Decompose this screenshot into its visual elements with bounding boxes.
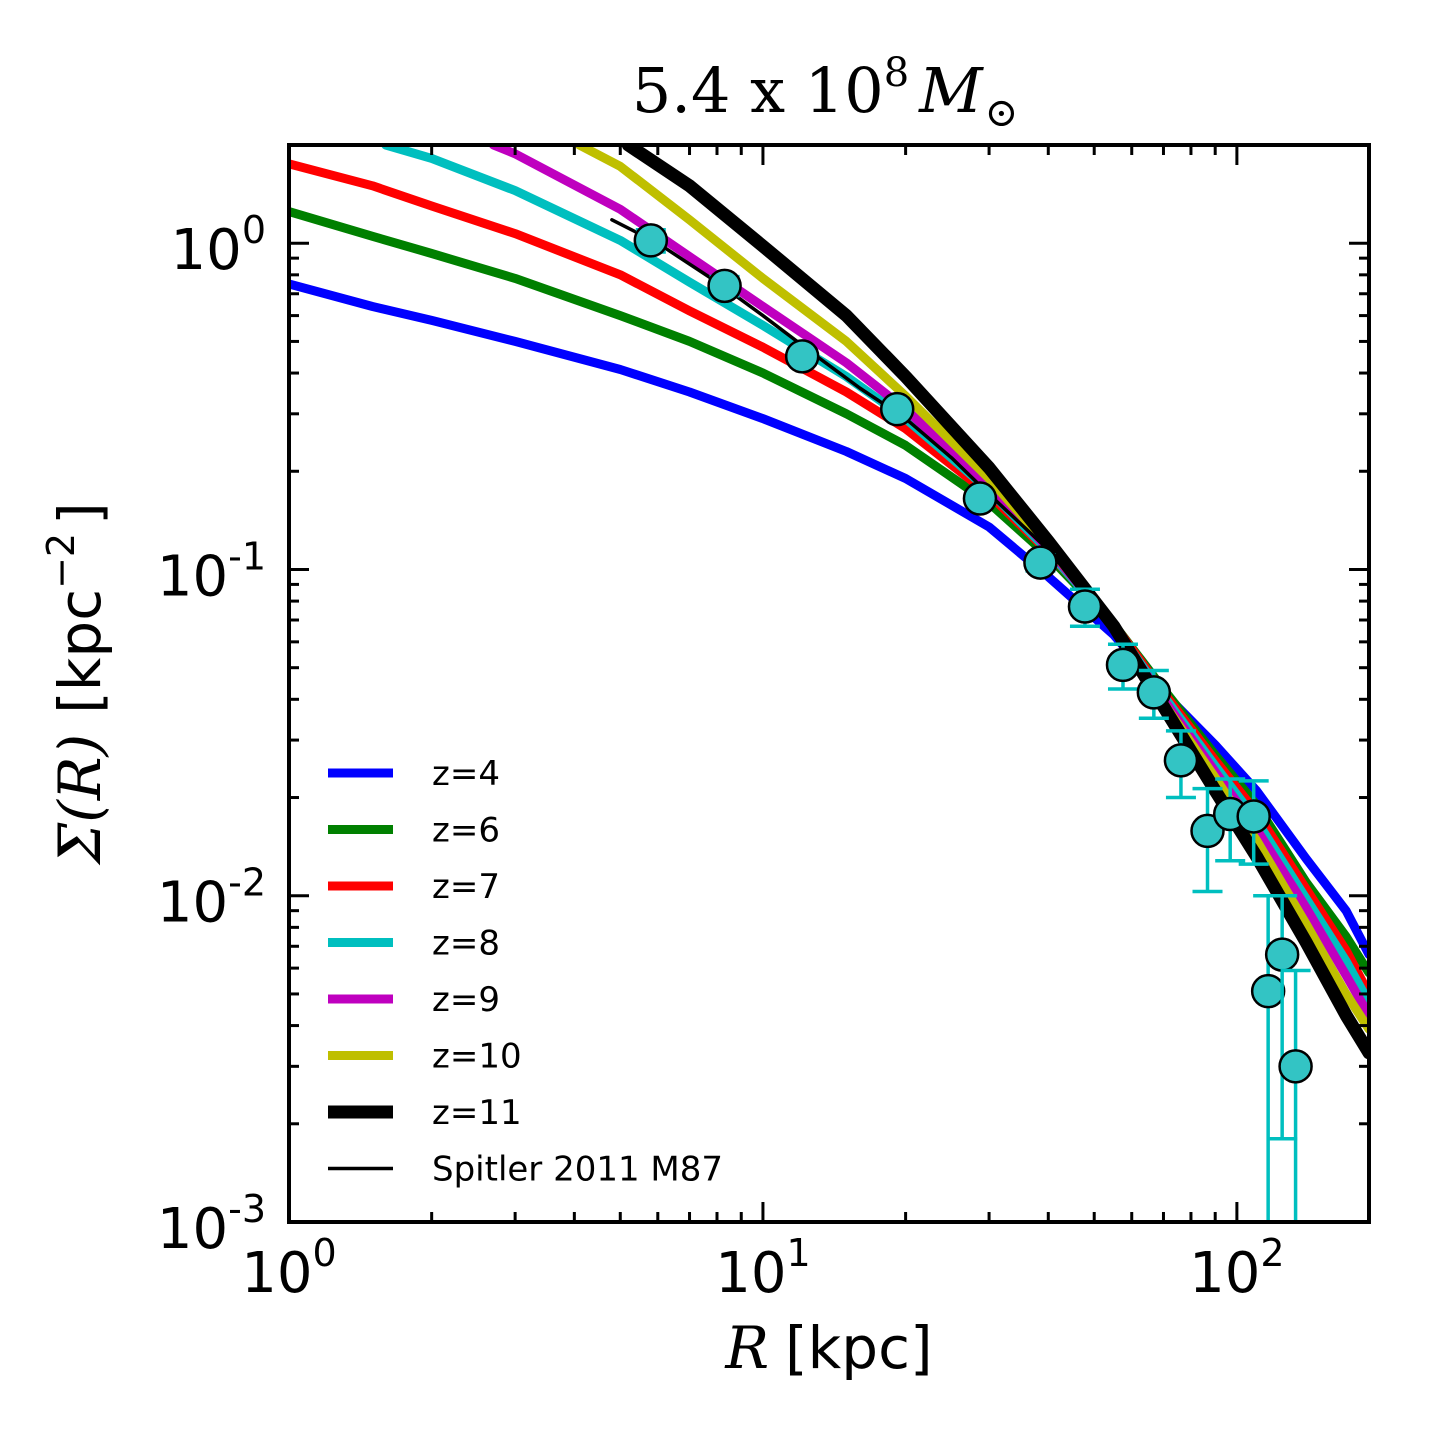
- y-tick-label: 100: [171, 208, 266, 283]
- legend-item: Spitler 2011 M87: [328, 1150, 723, 1190]
- y-tick-label: 10-3: [157, 1187, 266, 1262]
- legend-item: z=7: [328, 867, 500, 907]
- observed-point: [1105, 642, 1141, 691]
- observed-point: [1136, 668, 1172, 720]
- x-axis-label: R [kpc]: [724, 1314, 932, 1382]
- observed-point: [633, 223, 669, 258]
- legend: z=4 z=6 z=7 z=8 z=9 z=10 z=11 Spitler 2011 M87: [328, 754, 723, 1190]
- observed-point: [1067, 587, 1103, 628]
- observed-marker: [1067, 589, 1103, 624]
- x-tick-label: 100: [241, 1231, 336, 1306]
- observed-data-layer: [633, 223, 1313, 1222]
- observed-point: [784, 339, 820, 374]
- observed-point: [879, 391, 915, 427]
- legend-label: z=7: [432, 867, 500, 907]
- legend-item: z=11: [328, 1093, 522, 1133]
- series-line-z-10: [574, 145, 1369, 1034]
- observed-point: [1278, 968, 1313, 1222]
- y-axis-label: Σ(R)[kpc−2]: [39, 502, 114, 866]
- series-line-z-4: [289, 279, 1369, 960]
- observed-marker: [1163, 743, 1199, 778]
- observed-marker: [707, 268, 742, 304]
- x-tick-label: 102: [1189, 1231, 1284, 1306]
- series-line-z-8: [381, 145, 1369, 1008]
- legend-label: z=10: [432, 1037, 522, 1077]
- x-tick-label: 101: [715, 1231, 810, 1306]
- observed-point: [707, 268, 742, 304]
- observed-marker: [1105, 647, 1141, 683]
- observed-marker: [1278, 1049, 1313, 1084]
- observed-point: [1163, 729, 1199, 800]
- observed-marker: [1236, 799, 1271, 834]
- legend-item: z=6: [328, 811, 500, 851]
- observed-marker: [962, 481, 998, 516]
- observed-marker: [1250, 973, 1286, 1009]
- observed-marker: [879, 391, 915, 427]
- legend-label: z=9: [432, 980, 500, 1020]
- legend-item: z=8: [328, 924, 500, 964]
- chart-title: 5.4 x 108 M⊙: [632, 50, 1018, 136]
- legend-item: z=9: [328, 980, 500, 1020]
- observed-marker: [1023, 545, 1058, 580]
- observed-point: [1023, 545, 1058, 580]
- observed-marker: [1264, 937, 1300, 972]
- observed-point: [1236, 779, 1271, 866]
- plot-area: 100 101 102 100 10-1 10-2 10-3: [157, 143, 1371, 1306]
- tick-layer: 100 101 102 100 10-1 10-2 10-3: [157, 145, 1369, 1306]
- legend-item: z=4: [328, 754, 500, 794]
- y-tick-label: 10-1: [157, 534, 266, 609]
- plot-frame: [287, 143, 1371, 1224]
- observed-marker: [633, 223, 669, 258]
- legend-label: z=11: [432, 1093, 522, 1133]
- observed-point: [962, 481, 998, 516]
- legend-item: z=10: [328, 1037, 522, 1077]
- series-layer: [289, 145, 1369, 1060]
- legend-label: z=8: [432, 924, 500, 964]
- legend-label: z=4: [432, 754, 500, 794]
- legend-label: z=6: [432, 811, 500, 851]
- observed-marker: [784, 339, 820, 374]
- legend-label: Spitler 2011 M87: [432, 1150, 723, 1190]
- observed-marker: [1136, 675, 1172, 710]
- y-tick-label: 10-2: [157, 861, 266, 936]
